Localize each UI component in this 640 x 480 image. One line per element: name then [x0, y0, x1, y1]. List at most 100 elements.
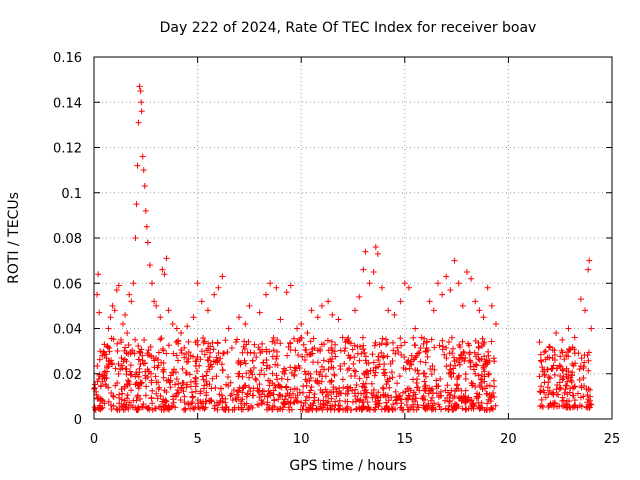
data-point [287, 364, 294, 371]
data-point [375, 403, 382, 410]
data-point [412, 391, 419, 398]
data-point [190, 404, 197, 411]
data-point [302, 400, 309, 407]
data-point [194, 337, 201, 344]
data-point [441, 351, 448, 358]
data-point [471, 363, 478, 370]
data-point [327, 406, 334, 413]
data-point [453, 356, 460, 363]
data-point [542, 394, 549, 401]
data-point [461, 350, 468, 357]
data-point [465, 340, 472, 347]
data-point [281, 396, 288, 403]
data-point [335, 316, 342, 323]
data-point [584, 404, 591, 411]
data-point [374, 394, 381, 401]
data-point [218, 392, 225, 399]
data-point [352, 393, 359, 400]
data-point [236, 314, 243, 321]
data-point [382, 336, 389, 343]
data-point [422, 348, 429, 355]
data-point [138, 379, 145, 386]
data-point [472, 298, 479, 305]
data-point [126, 291, 133, 298]
data-point [290, 390, 297, 397]
data-point [481, 368, 488, 375]
data-point [399, 389, 406, 396]
data-point [282, 393, 289, 400]
data-point [249, 371, 256, 378]
data-point [203, 378, 210, 385]
data-point [118, 355, 125, 362]
data-point [443, 363, 450, 370]
data-point [584, 399, 591, 406]
data-point [114, 340, 121, 347]
data-point [163, 350, 170, 357]
data-point [448, 334, 455, 341]
data-point [401, 339, 408, 346]
data-point [275, 381, 282, 388]
data-point [546, 354, 553, 361]
data-point [263, 348, 270, 355]
data-point [269, 402, 276, 409]
data-point [236, 370, 243, 377]
data-point [469, 400, 476, 407]
data-point [394, 394, 401, 401]
data-point [160, 374, 167, 381]
data-point [462, 371, 469, 378]
data-point [390, 401, 397, 408]
data-point [402, 388, 409, 395]
data-point [490, 390, 497, 397]
data-point [137, 87, 144, 94]
data-point [237, 361, 244, 368]
data-point [165, 307, 172, 314]
data-point [538, 402, 545, 409]
data-point [449, 395, 456, 402]
data-point [192, 374, 199, 381]
data-point [204, 368, 211, 375]
data-point [107, 402, 114, 409]
data-point [577, 296, 584, 303]
data-point [476, 356, 483, 363]
data-point [298, 399, 305, 406]
data-point [549, 346, 556, 353]
data-point [160, 366, 167, 373]
data-point [384, 353, 391, 360]
data-point [412, 325, 419, 332]
data-point [114, 379, 121, 386]
data-point [132, 336, 139, 343]
data-point [247, 367, 254, 374]
data-point [92, 381, 99, 388]
data-point [259, 340, 266, 347]
data-point [356, 293, 363, 300]
data-point [287, 340, 294, 347]
data-point [208, 385, 215, 392]
data-point [320, 357, 327, 364]
data-point [485, 352, 492, 359]
data-point [132, 235, 139, 241]
data-point [272, 384, 279, 391]
data-point [122, 311, 129, 318]
data-point [542, 348, 549, 355]
data-point [291, 335, 298, 342]
data-point [583, 404, 590, 411]
data-point [576, 366, 583, 373]
data-point [443, 273, 450, 280]
data-point [118, 396, 125, 403]
data-point [242, 360, 249, 367]
data-point [241, 401, 248, 408]
data-point [435, 383, 442, 390]
data-point [417, 358, 424, 365]
data-point [212, 359, 219, 366]
data-point [372, 244, 379, 251]
data-point [467, 358, 474, 365]
data-point [331, 371, 338, 378]
data-point [485, 396, 492, 403]
data-point [565, 368, 572, 375]
data-point [179, 379, 186, 386]
data-point [412, 366, 419, 373]
data-point [361, 384, 368, 391]
data-point [131, 350, 138, 357]
data-point [418, 334, 425, 341]
